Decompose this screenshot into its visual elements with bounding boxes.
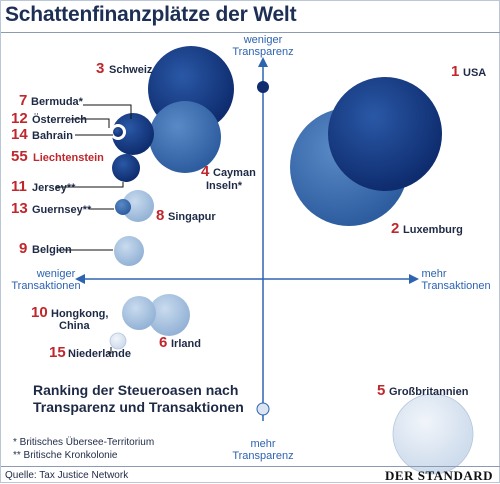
- label-niederlande: Niederlande: [68, 348, 131, 360]
- leader-oesterreich: [71, 118, 110, 128]
- footnote-british-overseas: * Britisches Übersee-Territorium: [13, 437, 155, 448]
- bubble-belgien: [114, 236, 144, 266]
- axis-label-top-2: Transparenz: [232, 46, 293, 58]
- rank-bermuda: 7: [19, 92, 27, 109]
- label-jersey: Jersey**: [32, 182, 76, 194]
- leader-jersey: [56, 182, 124, 188]
- rank-schweiz: 3: [96, 60, 104, 77]
- label-oesterreich: Österreich: [32, 113, 87, 126]
- rank-bahrain: 14: [11, 126, 28, 143]
- label-cayman-2: Inseln*: [206, 180, 243, 192]
- label-belgien: Belgien: [32, 244, 72, 256]
- rank-singapur: 8: [156, 207, 164, 224]
- axis-label-bottom-1: mehr: [250, 438, 275, 450]
- axis-label-bottom-2: Transparenz: [232, 450, 293, 462]
- footer-divider: [1, 466, 500, 467]
- label-grossbritannien: Großbritannien: [389, 386, 469, 398]
- bubble-niederlande: [109, 332, 127, 350]
- label-schweiz: Schweiz: [109, 64, 153, 76]
- rank-liechtenstein: 55: [11, 148, 28, 165]
- axis-marker-bottom: [256, 402, 270, 416]
- bubble-jersey: [112, 154, 140, 182]
- label-hongkong-2: China: [59, 320, 90, 332]
- rank-hongkong: 10: [31, 304, 48, 321]
- rank-grossbritannien: 5: [377, 382, 385, 399]
- label-singapur: Singapur: [168, 211, 216, 223]
- source-credit: Quelle: Tax Justice Network: [5, 470, 129, 481]
- axis-label-top-1: weniger: [243, 34, 283, 46]
- ranking-caption-line-2: Transparenz und Transaktionen: [33, 399, 244, 415]
- publisher-logo: DER STANDARD: [385, 468, 493, 483]
- label-bermuda: Bermuda*: [31, 96, 84, 108]
- ranking-caption-line-1: Ranking der Steueroasen nach: [33, 382, 239, 398]
- rank-jersey: 11: [11, 178, 27, 195]
- label-cayman-1: Cayman: [213, 167, 256, 179]
- axis-label-left-1: weniger: [36, 268, 76, 280]
- leader-lines: [56, 104, 132, 354]
- ranking-caption: Ranking der Steueroasen nach Transparenz…: [33, 382, 244, 416]
- bubble-grossbritannien: [392, 393, 474, 475]
- label-bahrain: Bahrain: [32, 130, 73, 142]
- bubble-hongkong: [122, 296, 156, 330]
- axis-label-right-1: mehr: [421, 268, 446, 280]
- rank-irland: 6: [159, 334, 167, 351]
- bubble-irland: [148, 294, 190, 336]
- leader-niederlande: [108, 347, 112, 354]
- axis-arrow-right: [409, 274, 419, 284]
- label-hongkong-1: Hongkong,: [51, 308, 108, 320]
- rank-luxemburg: 2: [391, 220, 399, 237]
- bubble-cayman: [149, 101, 221, 173]
- rank-guernsey: 13: [11, 200, 28, 217]
- rank-oesterreich: 12: [11, 110, 28, 127]
- label-liechtenstein: Liechtenstein: [33, 152, 104, 164]
- label-luxemburg: Luxemburg: [403, 224, 463, 236]
- bubble-bermuda: [112, 113, 154, 155]
- axis-label-left-2: Transaktionen: [11, 280, 80, 292]
- bubble-singapur: [122, 190, 154, 222]
- label-usa: USA: [463, 67, 486, 79]
- rank-cayman: 4: [201, 163, 210, 180]
- axis-label-right-2: Transaktionen: [421, 280, 490, 292]
- bubble-usa: [328, 77, 442, 191]
- label-guernsey: Guernsey**: [32, 204, 92, 216]
- footnote-crown-dependency: ** Britische Kronkolonie: [13, 450, 118, 461]
- leader-bermuda: [83, 104, 132, 119]
- axis-arrow-left: [75, 274, 85, 284]
- bubble-bahrain: [113, 127, 123, 137]
- axis-marker-top: [257, 81, 269, 93]
- rank-niederlande: 15: [49, 344, 66, 361]
- rank-usa: 1: [451, 63, 459, 80]
- page-title: Schattenfinanzplätze der Welt: [5, 3, 297, 26]
- axis-arrow-up: [258, 57, 268, 67]
- bubble-guernsey: [115, 199, 131, 215]
- rank-belgien: 9: [19, 240, 27, 257]
- label-irland: Irland: [171, 338, 201, 350]
- title-divider: [1, 32, 500, 33]
